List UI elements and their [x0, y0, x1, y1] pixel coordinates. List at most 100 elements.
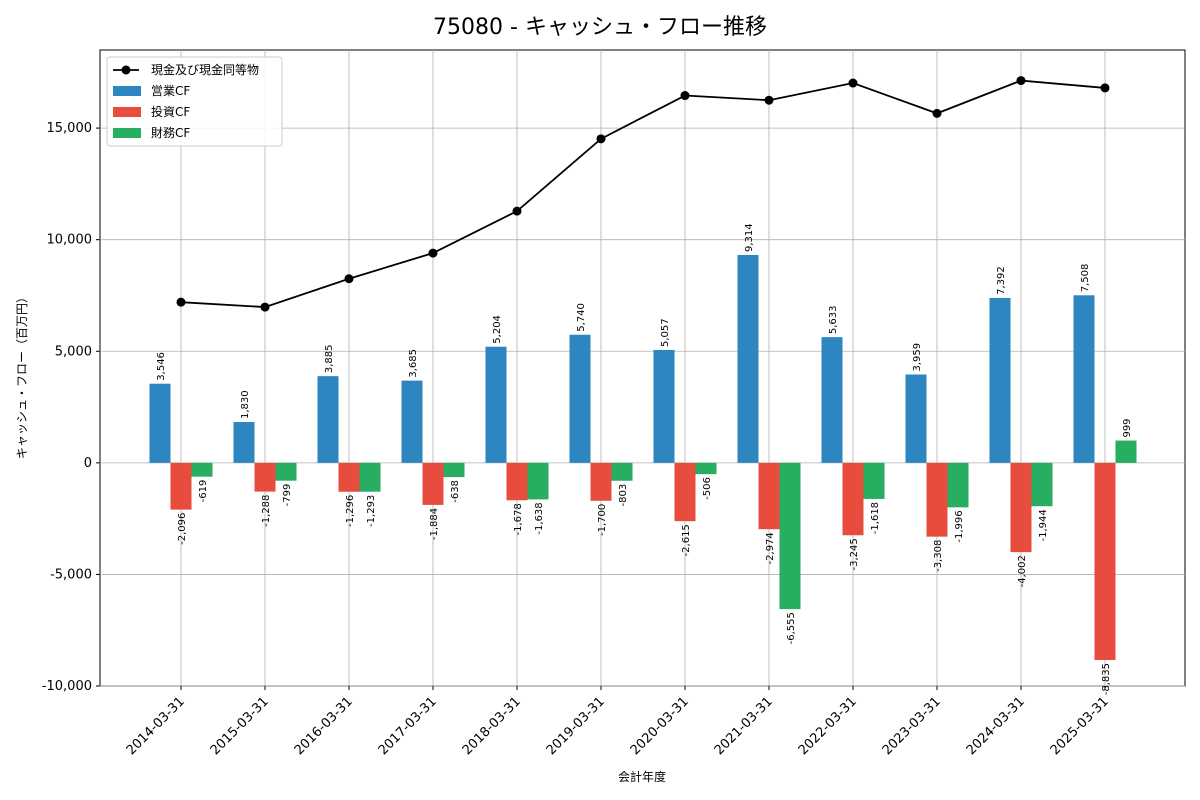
cash-line-point: [764, 95, 774, 105]
bar: [821, 337, 843, 463]
x-tick-label: 2021-03-31: [712, 694, 776, 758]
bar: [758, 462, 780, 530]
cash-line-point: [1016, 76, 1026, 86]
legend-swatch: [113, 128, 141, 138]
bar-value-label: -1,293: [366, 495, 377, 527]
bar: [338, 462, 360, 492]
cash-line-point: [1100, 83, 1110, 93]
bar-value-label: 5,204: [492, 315, 503, 344]
bar: [779, 462, 801, 610]
bar: [149, 383, 171, 463]
legend-swatch: [113, 107, 141, 117]
x-axis: 2014-03-31 2015-03-31 2016-03-31 2017-03-31…: [124, 686, 1112, 758]
bar: [674, 462, 696, 522]
x-tick-label: 2025-03-31: [1048, 694, 1112, 758]
cash-line-point: [596, 134, 606, 144]
bar: [1115, 440, 1137, 463]
cash-line-point: [512, 206, 522, 216]
x-tick-label: 2015-03-31: [208, 694, 272, 758]
cash-line-point: [932, 108, 942, 118]
bar-value-label: 9,314: [744, 223, 755, 252]
bar-labels: 3,546 1,830 3,885 3,685 5,204 5,740 5,057 9,314…: [156, 223, 1133, 695]
x-tick-label: 2023-03-31: [880, 694, 944, 758]
bar-value-label: 5,740: [576, 303, 587, 332]
legend-box: [106, 56, 283, 147]
cash-line-point: [680, 91, 690, 101]
cash-line-point: [344, 274, 354, 284]
bar-value-label: 999: [1122, 418, 1133, 437]
bar-value-label: -3,308: [933, 540, 944, 572]
x-axis-label: 会計年度: [618, 769, 666, 784]
bar: [233, 422, 255, 463]
bar: [947, 462, 969, 508]
bar-value-label: 7,392: [996, 266, 1007, 295]
y-tick-label: 0: [84, 456, 92, 471]
legend-label: 投資CF: [151, 104, 190, 119]
bar-value-label: -1,996: [954, 510, 965, 542]
bar: [170, 462, 192, 510]
bar: [359, 462, 381, 492]
cash-line: [176, 76, 1110, 312]
bar-value-label: -2,615: [681, 524, 692, 556]
y-axis-label: キャッシュ・フロー（百万円）: [15, 291, 29, 459]
bar: [695, 462, 717, 475]
legend-label: 財務CF: [151, 125, 190, 140]
bar: [863, 462, 885, 499]
bar: [401, 380, 423, 463]
x-tick-label: 2019-03-31: [544, 694, 608, 758]
bar-value-label: -6,555: [786, 612, 797, 644]
y-axis: -10,000 -5,000 0 5,000 10,000 15,000: [42, 121, 100, 694]
bar: [254, 462, 276, 492]
cash-line-point: [176, 297, 186, 307]
x-tick-label: 2016-03-31: [292, 694, 356, 758]
x-tick-label: 2020-03-31: [628, 694, 692, 758]
bar-value-label: -619: [198, 480, 209, 503]
bar-value-label: -1,700: [597, 504, 608, 536]
y-tick-label: 15,000: [47, 121, 93, 136]
bar: [191, 462, 213, 477]
grid: [100, 50, 1185, 687]
y-tick-label: 5,000: [55, 344, 92, 359]
y-tick-label: -10,000: [42, 679, 92, 694]
bar: [527, 462, 549, 500]
bar: [926, 462, 948, 537]
x-tick-label: 2024-03-31: [964, 694, 1028, 758]
bar: [422, 462, 444, 505]
bar-value-label: 5,633: [828, 305, 839, 334]
cash-line-point: [260, 302, 270, 312]
y-tick-label: 10,000: [47, 233, 93, 248]
bar-value-label: -2,974: [765, 532, 776, 564]
bar-value-label: -1,288: [261, 495, 272, 527]
bar: [485, 346, 507, 463]
bars: [149, 254, 1137, 661]
bar-value-label: -1,678: [513, 503, 524, 535]
bar: [1031, 462, 1053, 507]
bar-value-label: 3,959: [912, 343, 923, 372]
bar-value-label: -803: [618, 484, 629, 507]
bar: [506, 462, 528, 501]
bar-value-label: 3,885: [324, 345, 335, 374]
legend-label: 営業CF: [151, 84, 190, 98]
bar: [1010, 462, 1032, 553]
bar-value-label: -1,638: [534, 502, 545, 534]
bar-value-label: 5,057: [660, 318, 671, 347]
legend-swatch: [113, 86, 141, 96]
bar-value-label: -1,618: [870, 502, 881, 534]
bar-value-label: -2,096: [177, 513, 188, 545]
chart-title: 75080 - キャッシュ・フロー推移: [433, 15, 767, 40]
legend-marker: [121, 65, 131, 75]
legend-label: 現金及び現金同等物: [151, 62, 259, 77]
bar-value-label: -638: [450, 480, 461, 503]
bar-value-label: 1,830: [240, 390, 251, 419]
bar-value-label: -4,002: [1017, 555, 1028, 587]
bar: [275, 462, 297, 481]
bar: [737, 254, 759, 463]
x-tick-label: 2017-03-31: [376, 694, 440, 758]
bar: [653, 349, 675, 463]
bar: [611, 462, 633, 481]
bar-value-label: -1,296: [345, 495, 356, 527]
bar-value-label: -3,245: [849, 538, 860, 570]
bar: [317, 376, 339, 463]
